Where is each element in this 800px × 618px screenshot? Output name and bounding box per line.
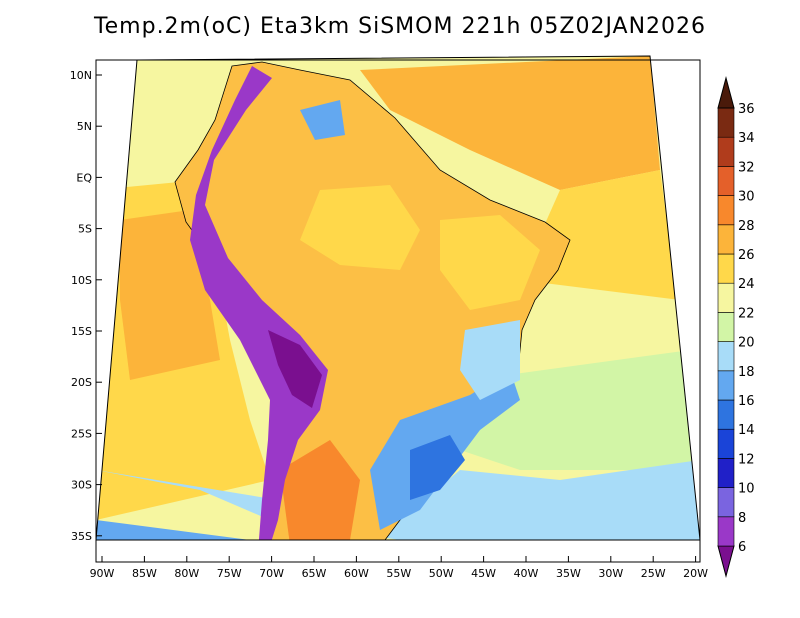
colorbar-segment [717, 428, 735, 459]
lat-label: 10S [71, 274, 92, 287]
colorbar-low-arrow [717, 545, 735, 578]
lon-label: 80W [174, 567, 199, 580]
map-title: Temp.2m(oC) Eta3km SiSMOM 221h 05Z02JAN2… [93, 14, 707, 39]
colorbar-label: 24 [738, 277, 755, 292]
colorbar-segment [717, 136, 735, 167]
colorbar-segment [717, 107, 735, 138]
lat-label: 5S [78, 223, 92, 236]
plot-frame [95, 59, 701, 563]
colorbar-label: 34 [738, 131, 755, 146]
ocean-south-cool [96, 460, 700, 540]
land-altiplano-coldest [268, 330, 322, 408]
ocean-north-atlantic-warm [360, 56, 660, 190]
lon-label: 30W [598, 567, 623, 580]
lon-label: 70W [259, 567, 284, 580]
land-northeast-pale [440, 215, 540, 310]
colorbar-label: 8 [738, 511, 746, 526]
lat-label: 20S [71, 376, 92, 389]
colorbar-label: 12 [738, 452, 755, 467]
lat-label: 30S [71, 479, 92, 492]
colorbar-segment [717, 458, 735, 488]
colorbar-segment [717, 253, 735, 284]
colorbar-segment [717, 516, 735, 547]
colorbar-high-arrow [717, 76, 735, 109]
colorbar-label: 26 [738, 248, 755, 263]
lon-label: 40W [514, 567, 539, 580]
land-southeast-cool [460, 320, 520, 400]
lat-label: 35S [71, 530, 92, 543]
lon-label: 25W [641, 567, 666, 580]
lat-label: 25S [71, 427, 92, 440]
colorbar-segment [717, 370, 735, 401]
lon-label: 20W [683, 567, 708, 580]
land-south-brazil-cold [410, 435, 465, 500]
ocean-far-south-deeper [96, 520, 250, 540]
lon-label: 90W [90, 567, 115, 580]
colorbar-segment [717, 312, 735, 342]
lon-label: 45W [471, 567, 496, 580]
colorbar-label: 32 [738, 160, 755, 175]
latitude-axis: 10N 5N EQ 5S 10S 15S 20S 25S 30S 35S [70, 69, 102, 543]
colorbar: 6 8 10 12 14 16 18 20 22 24 26 28 30 32 34 36 [717, 76, 755, 578]
lon-label: 75W [217, 567, 242, 580]
lat-label: 10N [70, 69, 92, 82]
colorbar-segment [717, 166, 735, 196]
colorbar-label: 16 [738, 394, 755, 409]
colorbar-segment [717, 487, 735, 518]
colorbar-label: 22 [738, 306, 755, 321]
lon-label: 85W [132, 567, 157, 580]
colorbar-segment [717, 224, 735, 255]
colorbar-label: 6 [738, 540, 746, 555]
colorbar-label: 28 [738, 219, 755, 234]
land-amazon-pale [300, 185, 420, 270]
colorbar-label: 14 [738, 423, 755, 438]
lat-label: 15S [71, 325, 92, 338]
colorbar-label: 20 [738, 336, 755, 351]
land-guiana-cool [300, 100, 345, 140]
colorbar-label: 36 [738, 102, 755, 117]
colorbar-segment [717, 195, 735, 226]
longitude-axis: 90W 85W 80W 75W 70W 65W 60W 55W 50W 45W 40W 35W 30W 2… [90, 556, 708, 580]
colorbar-label: 10 [738, 482, 755, 497]
lon-label: 65W [302, 567, 327, 580]
colorbar-segment [717, 399, 735, 430]
colorbar-segment [717, 341, 735, 372]
lon-label: 55W [386, 567, 411, 580]
land-chaco-warm [280, 440, 360, 540]
lon-label: 50W [429, 567, 454, 580]
colorbar-label: 30 [738, 190, 755, 205]
lon-label: 60W [344, 567, 369, 580]
lat-label: 5N [77, 120, 92, 133]
lat-label: EQ [76, 171, 92, 184]
land-andes-cold [190, 66, 328, 540]
colorbar-segment [717, 282, 735, 313]
lon-label: 35W [556, 567, 581, 580]
colorbar-label: 18 [738, 365, 755, 380]
ocean-atlantic-mid [520, 170, 680, 320]
